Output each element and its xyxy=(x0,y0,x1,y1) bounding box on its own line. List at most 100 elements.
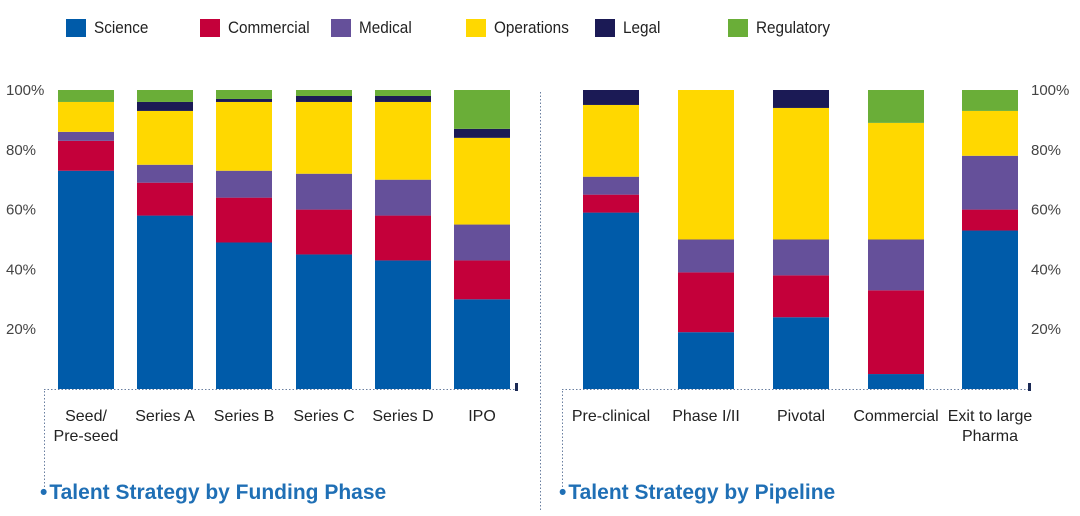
category-label: Pre-clinical xyxy=(572,408,650,425)
bar-segment-commercial xyxy=(868,290,924,375)
bar-segment-legal xyxy=(375,95,431,102)
bar-segment-operations xyxy=(454,137,510,225)
bar-segment-regulatory xyxy=(296,90,352,96)
legend-label: Regulatory xyxy=(756,18,830,37)
bar-segment-operations xyxy=(216,101,272,171)
bar-segment-medical xyxy=(868,239,924,291)
y-tick-label: 20% xyxy=(1031,321,1061,338)
category-label: Seed/Pre-seed xyxy=(54,408,119,445)
bar-segment-medical xyxy=(296,173,352,210)
bar-segment-science xyxy=(454,299,510,389)
legend-item-operations: Operations xyxy=(466,16,577,40)
legend-swatch xyxy=(200,19,220,37)
bar-segment-science xyxy=(296,254,352,389)
bar-segment-regulatory xyxy=(454,90,510,129)
category-label: Commercial xyxy=(853,408,938,425)
bar-segment-science xyxy=(773,317,829,389)
bar-segment-regulatory xyxy=(375,90,431,96)
category-label: Series A xyxy=(135,408,195,425)
y-tick-label: 60% xyxy=(6,202,36,219)
bar-segment-regulatory xyxy=(58,90,114,102)
bar-segment-commercial xyxy=(216,197,272,243)
bar-segment-science xyxy=(678,332,734,389)
legend-swatch xyxy=(66,19,86,37)
bar-segment-medical xyxy=(216,170,272,198)
legend-label: Commercial xyxy=(228,18,310,37)
category-label: Exit to large Pharma xyxy=(948,408,1033,445)
bar-segment-medical xyxy=(962,155,1018,210)
y-tick-label: 40% xyxy=(6,261,36,278)
bar-segment-commercial xyxy=(773,275,829,318)
bar-segment-operations xyxy=(137,110,193,165)
category-label: Series B xyxy=(214,408,274,425)
bar-segment-science xyxy=(962,230,1018,389)
chart-title-text: Talent Strategy by Funding Phase xyxy=(49,481,387,504)
axis-end-marker xyxy=(515,383,518,391)
legend-swatch xyxy=(728,19,748,37)
bar-segment-science xyxy=(58,170,114,389)
chart-title-text: Talent Strategy by Pipeline xyxy=(568,481,836,504)
bar-segment-medical xyxy=(454,224,510,261)
legend: Science Commercial Medical Operations Legal R… xyxy=(66,16,966,40)
bar-segment-science xyxy=(583,212,639,389)
legend-label: Legal xyxy=(623,18,661,37)
legend-label: Operations xyxy=(494,18,569,37)
bar-segment-medical xyxy=(583,176,639,195)
bar-segment-regulatory xyxy=(962,90,1018,111)
chart-title-funding-phase: •Talent Strategy by Funding Phase xyxy=(40,481,386,505)
bar-segment-science xyxy=(216,242,272,389)
category-label: Series D xyxy=(372,408,433,425)
legend-item-commercial: Commercial xyxy=(200,16,319,40)
bar-segment-commercial xyxy=(375,215,431,261)
bar-segment-commercial xyxy=(137,182,193,216)
legend-item-medical: Medical xyxy=(331,16,418,40)
bar-segment-science xyxy=(375,260,431,389)
chart-title-pipeline: •Talent Strategy by Pipeline xyxy=(559,481,835,505)
bar-segment-commercial xyxy=(583,194,639,213)
bar-segment-operations xyxy=(375,101,431,180)
bar-segment-medical xyxy=(137,164,193,183)
legend-swatch xyxy=(595,19,615,37)
y-tick-label: 60% xyxy=(1031,202,1061,219)
y-tick-label: 40% xyxy=(1031,261,1061,278)
bar-segment-operations xyxy=(678,90,734,240)
title-bullet: • xyxy=(40,481,48,504)
category-label: Pivotal xyxy=(777,408,825,425)
bar-segment-legal xyxy=(773,90,829,108)
bar-segment-operations xyxy=(773,107,829,240)
category-label: Phase I/II xyxy=(672,408,740,425)
bar-segment-legal xyxy=(216,98,272,102)
legend-label: Medical xyxy=(359,18,412,37)
y-tick-label: 100% xyxy=(6,82,44,99)
title-bullet: • xyxy=(559,481,567,504)
bar-segment-legal xyxy=(454,128,510,138)
bar-segment-regulatory xyxy=(216,90,272,99)
axis-end-marker xyxy=(1028,383,1031,391)
y-tick-label: 80% xyxy=(6,142,36,159)
y-tick-label: 80% xyxy=(1031,142,1061,159)
category-label: IPO xyxy=(468,408,496,425)
legend-label: Science xyxy=(94,18,149,37)
bar-segment-legal xyxy=(583,90,639,105)
legend-swatch xyxy=(466,19,486,37)
y-tick-label: 100% xyxy=(1031,82,1069,99)
bar-segment-regulatory xyxy=(868,90,924,123)
bar-segment-operations xyxy=(868,122,924,240)
legend-item-science: Science xyxy=(66,16,154,40)
bar-segment-legal xyxy=(296,95,352,102)
bar-segment-commercial xyxy=(58,140,114,171)
bar-segment-science xyxy=(868,374,924,389)
y-tick-label: 20% xyxy=(6,321,36,338)
bar-segment-medical xyxy=(773,239,829,276)
bar-segment-commercial xyxy=(962,209,1018,231)
legend-item-legal: Legal xyxy=(595,16,665,40)
bar-segment-operations xyxy=(296,101,352,174)
bar-segment-commercial xyxy=(296,209,352,255)
bar-segment-legal xyxy=(137,101,193,111)
bar-segment-operations xyxy=(583,104,639,177)
bar-segment-regulatory xyxy=(137,90,193,102)
bar-segment-commercial xyxy=(678,272,734,333)
bar-segment-operations xyxy=(962,110,1018,156)
category-label: Series C xyxy=(293,408,354,425)
